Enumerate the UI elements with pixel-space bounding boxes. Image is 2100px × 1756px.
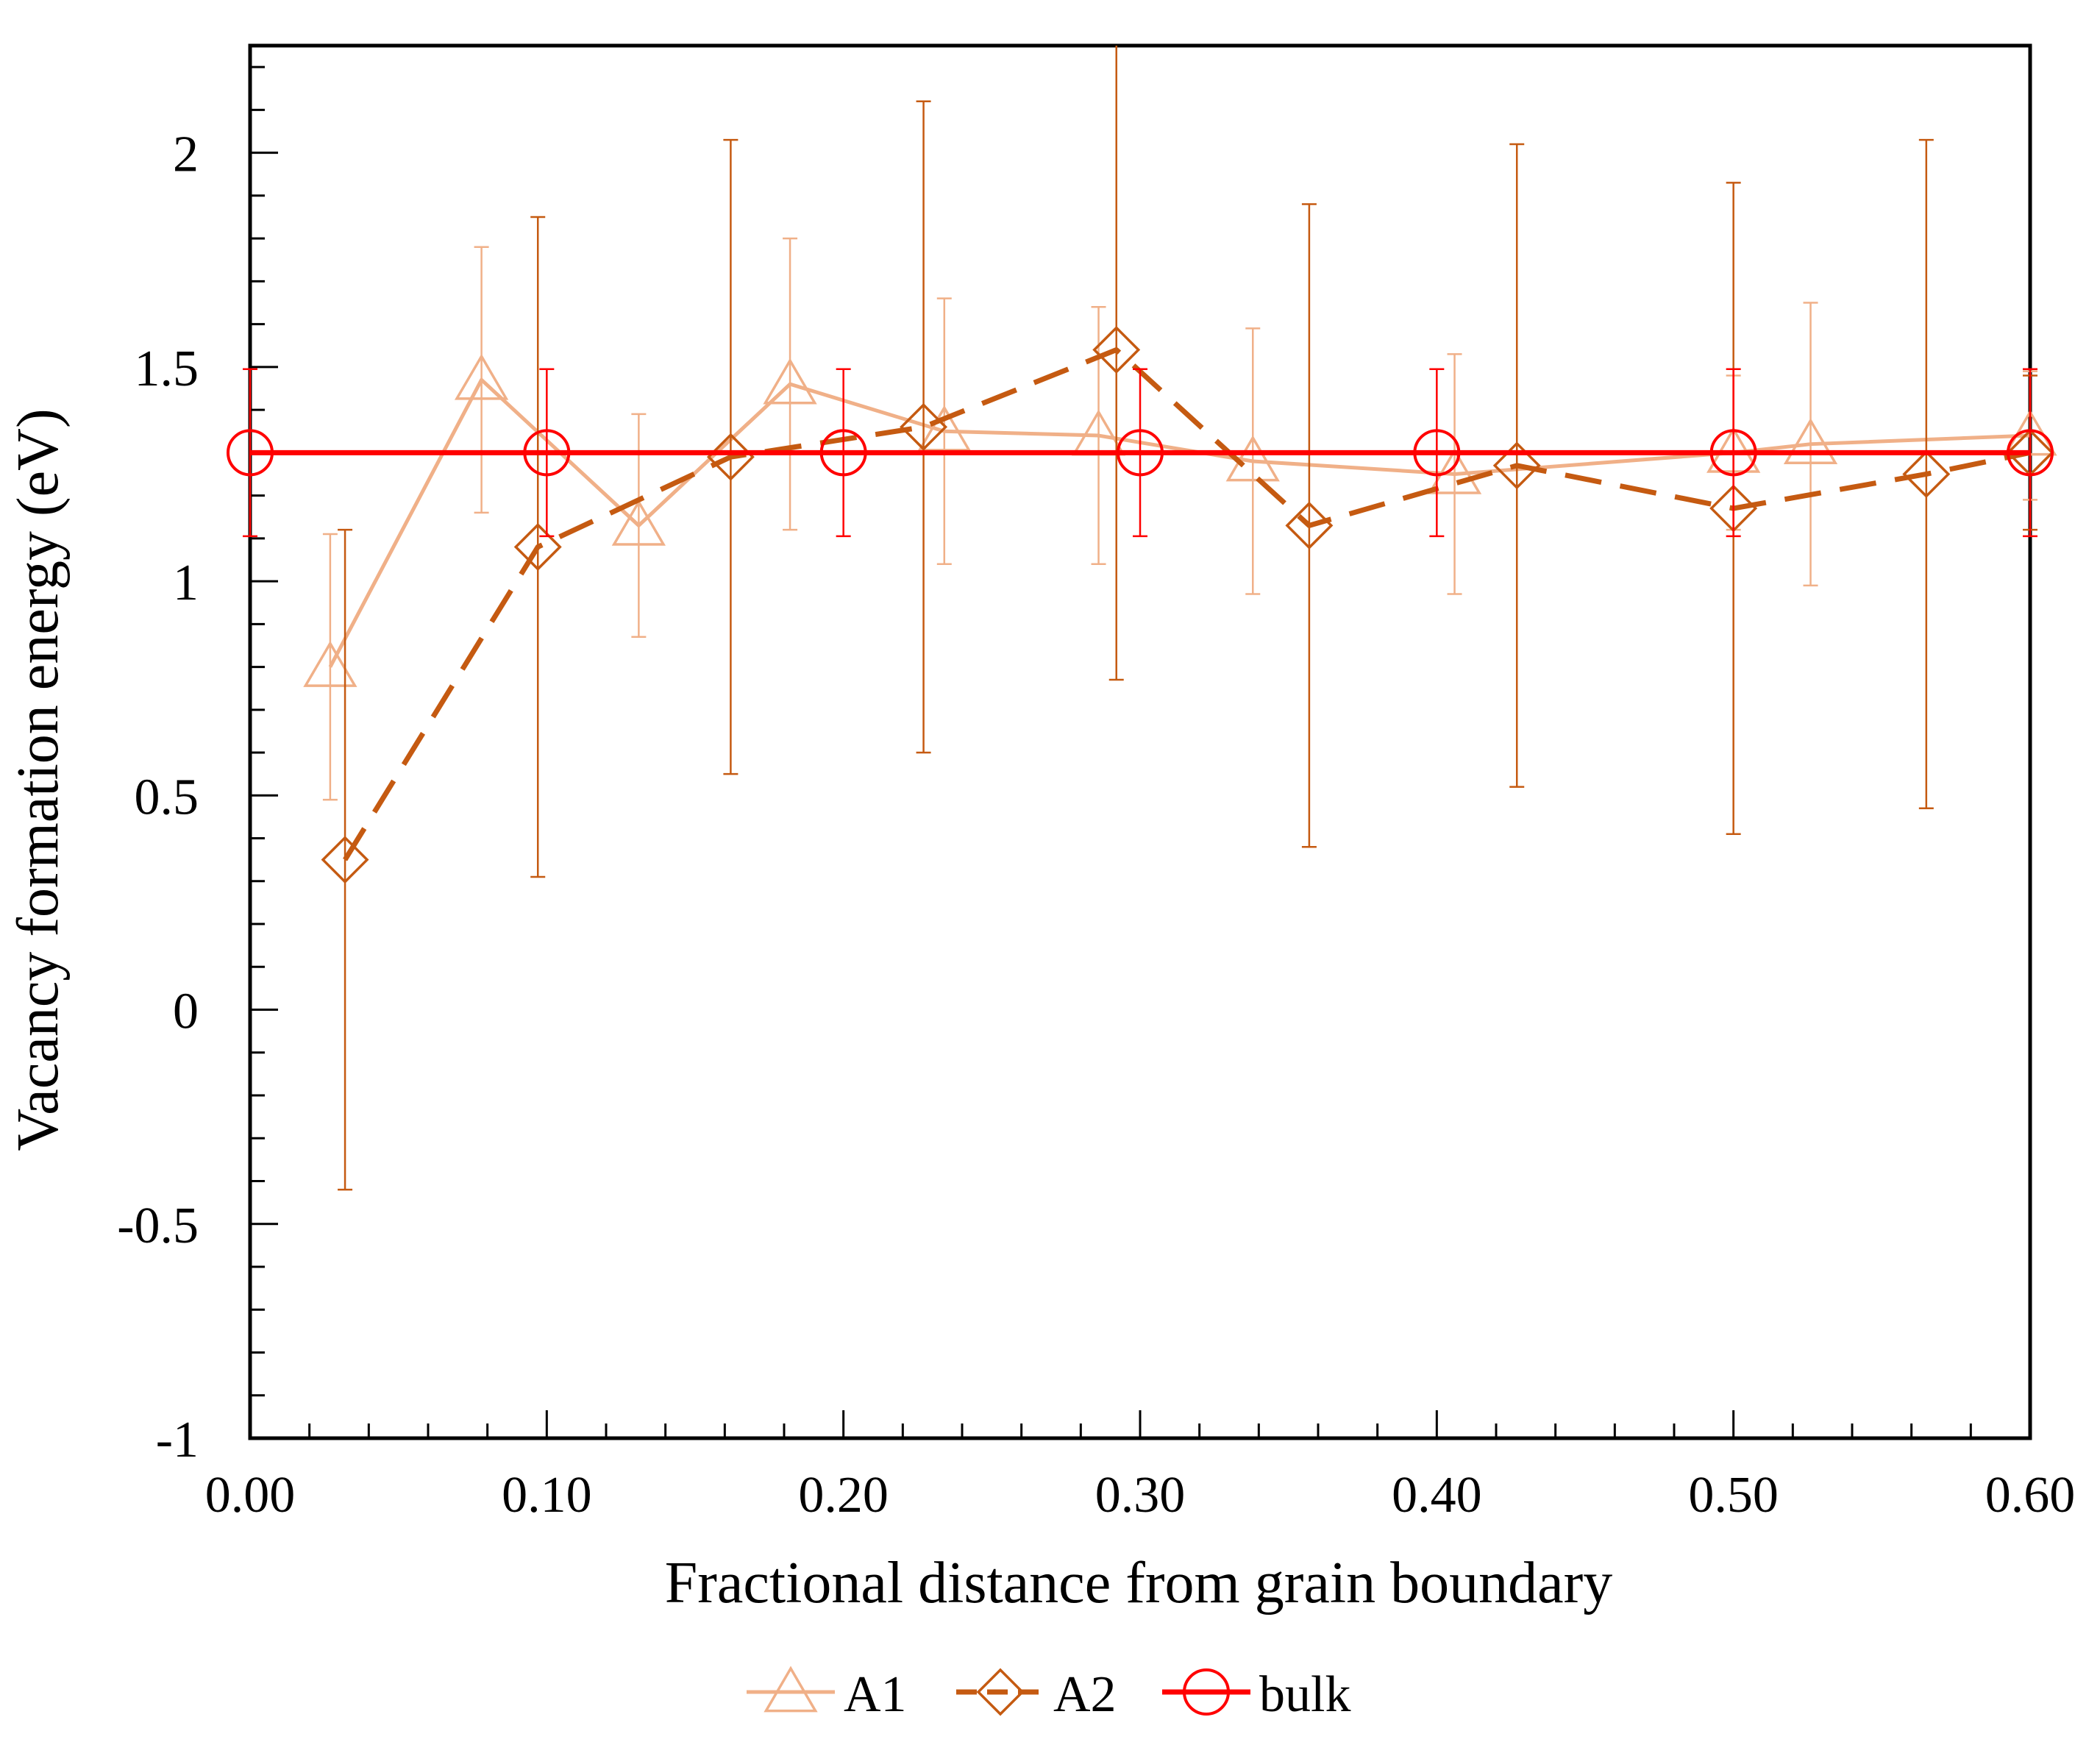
legend-marker-A2 [976, 1668, 1025, 1716]
legend-marker-A1 [764, 1666, 818, 1713]
data-point [2007, 429, 2054, 477]
plot-area [248, 43, 2032, 1440]
data-point [227, 429, 274, 477]
data-point [523, 429, 571, 477]
series-line [343, 347, 2031, 861]
data-point [321, 836, 369, 884]
data-point [1413, 429, 1461, 477]
y-tick-label: 1.5 [135, 341, 199, 397]
x-tick-label: 0.30 [1095, 1467, 1186, 1524]
x-tick-label: 0.50 [1688, 1467, 1779, 1524]
series-A1 [303, 237, 2057, 801]
y-axis-label: Vacancy formation energy (eV) [6, 408, 71, 1151]
y-tick-label: 0 [173, 984, 199, 1040]
plot-frame [248, 43, 2032, 1440]
legend-label-A1: A1 [844, 1666, 907, 1723]
data-point [1709, 429, 1757, 477]
y-tick-label: 0.5 [135, 769, 199, 825]
x-tick-label: 0.20 [798, 1467, 889, 1524]
x-tick-label: 0.40 [1392, 1467, 1482, 1524]
data-point [1092, 326, 1141, 374]
series-layer [227, 46, 2057, 1191]
data-point [917, 405, 972, 452]
data-point [1427, 447, 1482, 494]
legend-label-A2: A2 [1053, 1666, 1117, 1723]
data-point [611, 499, 666, 546]
data-point [1492, 441, 1541, 490]
data-point [303, 641, 357, 687]
tick-labels: 0.00 0.10 0.20 0.30 0.40 0.50 0.60 -1 -0.5 0 0.5 1 1… [117, 127, 2075, 1524]
series-line [328, 377, 2031, 668]
x-axis-label: Fractional distance from grain boundary [665, 1551, 1612, 1615]
x-tick-label: 0.00 [205, 1467, 296, 1524]
data-point [1225, 435, 1280, 482]
legend: A1 A2 bulk [747, 1666, 1350, 1723]
y-tick-label: -1 [156, 1412, 199, 1468]
x-tick-label: 0.10 [502, 1467, 592, 1524]
data-point [1902, 449, 1951, 498]
data-point [819, 429, 867, 477]
legend-marker-bulk [1183, 1668, 1230, 1716]
data-point [1117, 429, 1164, 477]
legend-label-bulk: bulk [1259, 1666, 1350, 1723]
major-ticks [249, 152, 2032, 1440]
data-point [513, 523, 562, 571]
y-tick-label: -0.5 [117, 1198, 199, 1254]
data-point [900, 402, 948, 451]
series-bulk [227, 368, 2054, 538]
series-A2 [321, 46, 2054, 1191]
data-point [454, 353, 509, 400]
data-point [763, 358, 817, 405]
data-point [1285, 501, 1334, 550]
data-point [1783, 418, 1838, 465]
x-tick-label: 0.60 [1985, 1467, 2076, 1524]
data-point [706, 433, 755, 481]
y-tick-label: 1 [173, 555, 199, 611]
y-tick-label: 2 [173, 127, 199, 183]
minor-ticks [250, 65, 1972, 1438]
